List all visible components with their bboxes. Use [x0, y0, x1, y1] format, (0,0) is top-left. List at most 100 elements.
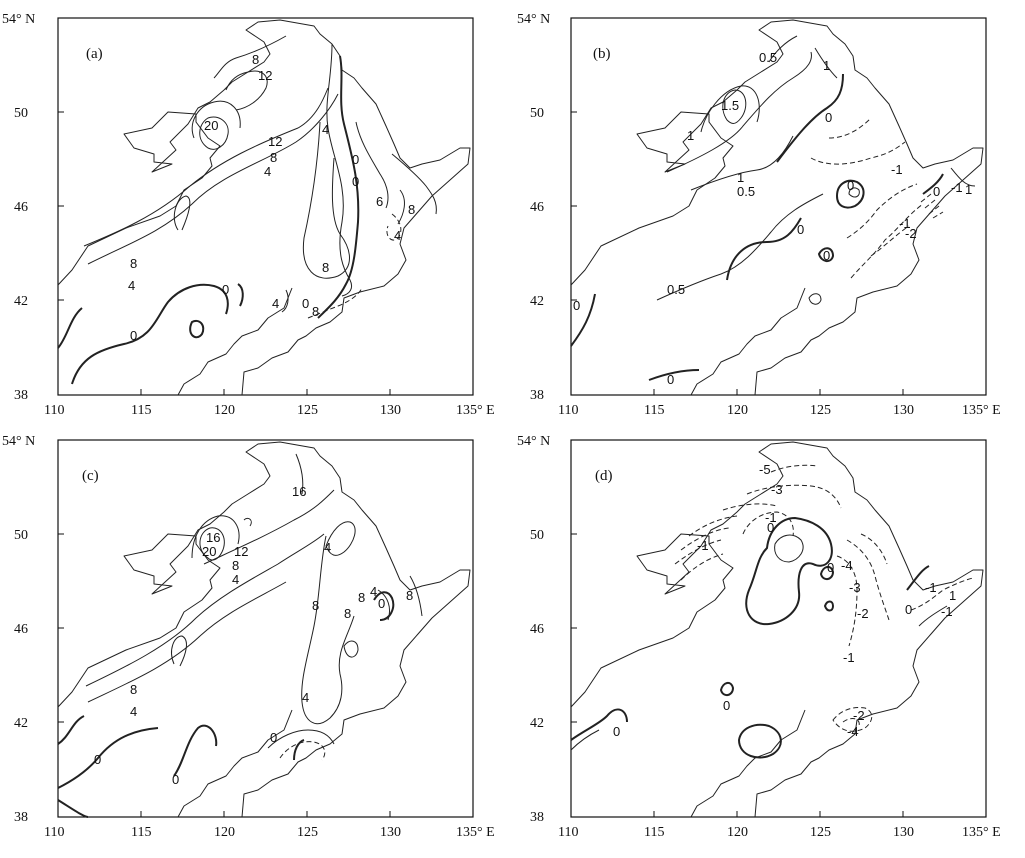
contour-line-zero — [57, 307, 83, 349]
land-outline — [570, 441, 984, 818]
panel-label: (c) — [82, 468, 99, 484]
contour-line-zero — [57, 715, 85, 745]
contour-label: 0 — [827, 560, 834, 575]
panel-frame — [570, 17, 987, 396]
contour-labels: -5 -3 -1 0 -1 0 -4 -3 -2 -1 -1 0 -2 -4 0… — [613, 462, 956, 739]
contour-line-zero — [719, 682, 735, 696]
contour-line — [343, 640, 359, 658]
contour-line — [570, 729, 600, 751]
contour-line-negative — [910, 577, 974, 611]
contour-line — [213, 35, 287, 79]
contour-label: 0 — [905, 602, 912, 617]
contour-line-negative — [846, 539, 890, 621]
contour-label: 4 — [322, 122, 329, 137]
contour-line — [302, 121, 350, 279]
contour-label: -1 — [891, 162, 903, 177]
contour-line — [191, 100, 241, 139]
contour-line-negative — [722, 503, 778, 511]
contour-line-negative — [832, 707, 873, 732]
lon-label: 135° E — [962, 825, 1001, 840]
lat-label: 54° N — [2, 434, 35, 449]
contour-label: 8 — [270, 150, 277, 165]
lon-label: 110 — [558, 403, 578, 418]
lon-label: 125 — [297, 403, 318, 418]
contour-line — [85, 533, 325, 687]
contour-line — [295, 453, 304, 495]
contour-label: 8 — [130, 256, 137, 271]
contour-line — [243, 517, 252, 527]
contour-line — [950, 167, 976, 187]
contour-label: -2 — [905, 226, 917, 241]
contour-label: 8 — [408, 202, 415, 217]
panel-label: (a) — [86, 46, 103, 62]
contour-line — [87, 93, 339, 265]
contour-label: 0.5 — [759, 50, 777, 65]
contour-line — [199, 116, 229, 150]
contour-label: 1 — [949, 588, 956, 603]
lon-label: 110 — [44, 403, 64, 418]
contour-line-negative — [850, 203, 924, 279]
lon-label: 130 — [380, 403, 401, 418]
contour-label: 8 — [344, 606, 351, 621]
contour-label: 0 — [222, 282, 229, 297]
lat-label: 50 — [14, 528, 28, 543]
contour-labels: 8 12 20 12 8 4 4 0 8 8 8 4 4 4 0 0 0 8 6… — [128, 52, 415, 343]
contour-label: 4 — [130, 704, 137, 719]
panel-a: (a) 8 12 20 12 8 4 4 0 — [57, 17, 474, 396]
contour-label: -1 — [941, 604, 953, 619]
contour-line-negative — [870, 225, 910, 257]
contour-line-negative — [307, 287, 363, 319]
contour-line — [656, 193, 824, 301]
lat-label: 42 — [530, 716, 544, 731]
contour-line — [87, 581, 287, 703]
contour-line — [666, 51, 812, 173]
panel-c: (c) 16 16 20 12 8 4 4 8 8 — [57, 439, 474, 818]
contour-label: -1 — [951, 180, 963, 195]
contour-label: -2 — [857, 606, 869, 621]
contour-label: 6 — [376, 194, 383, 209]
contour-label: 0 — [352, 174, 359, 189]
land-outline — [57, 19, 471, 396]
contour-line-zero — [648, 369, 700, 381]
contour-label: 4 — [324, 540, 331, 555]
contour-line-negative — [810, 141, 906, 165]
contour-label: 1 — [965, 182, 972, 197]
panel-b-axes: 54° N 50 46 42 38 110 115 120 125 130 13… — [517, 12, 1001, 418]
lon-label: 120 — [727, 825, 748, 840]
tick-marks — [58, 111, 391, 395]
contour-labels: 0.5 1 1.5 0 1 1 0.5 0 0 -1 -1 -2 0 -1 0.… — [573, 50, 972, 387]
contour-line-negative — [386, 213, 402, 241]
contour-line-zero — [776, 73, 844, 163]
contour-line-zero — [173, 724, 218, 777]
contour-label: 4 — [272, 296, 279, 311]
contour-line — [83, 87, 329, 247]
lat-label: 50 — [530, 106, 544, 121]
contour-label: 8 — [252, 52, 259, 67]
contour-label: 4 — [264, 164, 271, 179]
contour-label: 0 — [667, 372, 674, 387]
contour-line-negative — [828, 117, 872, 139]
contour-line-zero — [57, 727, 159, 789]
panel-d: (d) -5 -3 -1 0 -1 0 -4 -3 — [570, 439, 987, 818]
contour-line — [391, 153, 437, 215]
lon-label: 110 — [44, 825, 64, 840]
contour-line-negative — [842, 718, 860, 727]
tick-marks — [571, 111, 904, 395]
contour-line — [808, 293, 822, 305]
contour-label: 0 — [172, 772, 179, 787]
contour-line-zero — [373, 591, 395, 621]
panel-label: (d) — [595, 468, 613, 484]
tick-marks — [58, 533, 391, 817]
land-outline-south — [177, 709, 293, 818]
contour-line — [203, 489, 335, 565]
contour-label: -3 — [771, 482, 783, 497]
contour-label: 8 — [130, 682, 137, 697]
contour-line-zero — [726, 217, 802, 281]
contour-line-zero — [71, 283, 229, 385]
contour-line — [199, 527, 225, 561]
lon-label: 115 — [131, 825, 151, 840]
contour-label: -1 — [925, 580, 937, 595]
panel-d-axes: 54° N 50 46 42 38 110 115 120 125 130 13… — [517, 434, 1001, 840]
contour-line-zero — [570, 293, 596, 347]
contour-line-negative — [836, 555, 858, 647]
